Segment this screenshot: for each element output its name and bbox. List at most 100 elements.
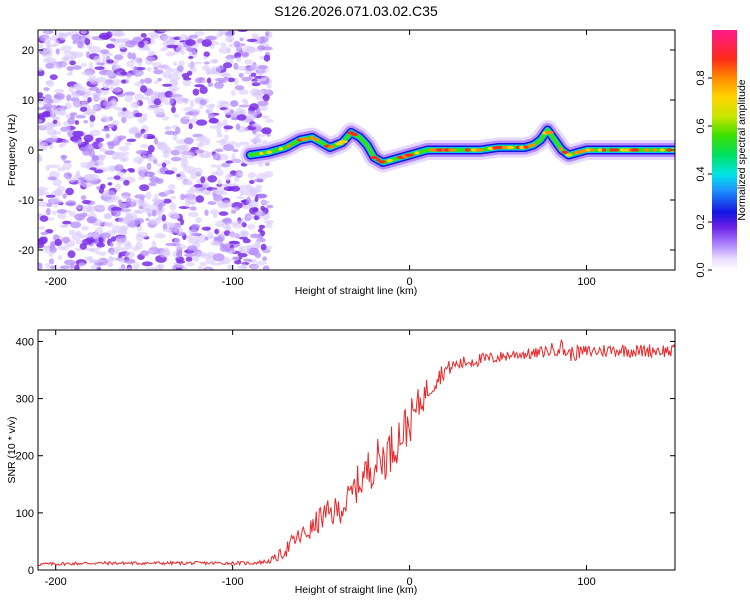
noise-blob: [250, 64, 259, 72]
noise-blob: [244, 59, 253, 65]
noise-blob: [62, 139, 69, 144]
noise-blob: [190, 173, 198, 180]
noise-blob: [224, 174, 232, 181]
noise-blob: [235, 123, 241, 130]
noise-blob: [135, 241, 143, 250]
noise-blob: [255, 96, 264, 101]
ridge-peak: [386, 159, 393, 163]
noise-blob: [140, 33, 147, 38]
noise-blob: [90, 264, 100, 270]
noise-blob: [144, 56, 156, 62]
ridge-peak: [404, 153, 415, 157]
noise-blob: [263, 54, 271, 62]
noise-blob: [93, 169, 104, 174]
noise-blob: [89, 86, 100, 91]
noise-blob: [153, 80, 159, 84]
noise-blob: [258, 228, 263, 233]
noise-blob: [162, 223, 168, 230]
noise-blob: [43, 103, 53, 110]
noise-blob: [198, 265, 204, 270]
noise-blob: [247, 172, 256, 179]
noise-blob: [176, 244, 187, 250]
noise-blob: [169, 202, 177, 211]
noise-blob: [228, 240, 240, 245]
noise-blob: [185, 39, 196, 46]
x-tick-label: -200: [45, 276, 67, 288]
noise-blob: [39, 215, 49, 222]
noise-blob: [174, 145, 185, 151]
noise-blob: [160, 47, 166, 52]
noise-blob: [46, 44, 51, 53]
noise-blob: [220, 42, 227, 48]
noise-blob: [172, 133, 178, 141]
noise-blob: [38, 67, 44, 72]
ridge-peak: [338, 140, 348, 144]
noise-blob: [158, 251, 171, 258]
noise-blob: [46, 202, 53, 208]
noise-blob: [228, 231, 239, 238]
noise-blob: [161, 214, 167, 222]
y-tick-label: 10: [22, 95, 34, 107]
noise-blob: [134, 93, 145, 102]
noise-blob: [49, 111, 55, 117]
noise-blob: [260, 76, 266, 82]
colorbar-tick-label: 0.0: [695, 262, 707, 277]
noise-blob: [80, 195, 87, 201]
noise-blob: [124, 141, 132, 146]
noise-blob: [250, 265, 260, 269]
colorbar-label: Normalized spectral amplitude: [736, 79, 748, 220]
noise-blob: [173, 113, 180, 118]
noise-blob: [164, 130, 176, 135]
noise-blob: [68, 229, 76, 236]
snr-series-line: [38, 339, 675, 567]
noise-blob: [154, 137, 158, 145]
colorbar: 0.0 0.2 0.4 0.6 0.8 Normalized spectral ampl…: [695, 30, 748, 278]
noise-blob: [210, 164, 217, 168]
noise-blob: [75, 230, 82, 236]
noise-blob: [174, 237, 181, 245]
ridge-peak: [565, 153, 573, 157]
noise-blob: [175, 267, 182, 270]
noise-blob: [216, 127, 222, 135]
noise-blob: [144, 96, 150, 101]
noise-blob: [192, 113, 198, 118]
ridge-peak: [558, 147, 564, 151]
noise-blob: [225, 35, 235, 43]
noise-blob: [66, 66, 74, 71]
noise-blob: [164, 189, 171, 196]
noise-blob: [166, 44, 178, 49]
noise-blob: [131, 52, 136, 60]
noise-blob: [112, 87, 123, 93]
noise-blob: [100, 183, 106, 189]
noise-blob: [205, 35, 218, 41]
ridge-peak: [309, 136, 314, 140]
noise-blob: [120, 225, 129, 231]
noise-blob: [260, 243, 267, 251]
noise-blob: [125, 267, 134, 270]
ridge-peak: [659, 148, 665, 152]
noise-blob: [194, 149, 205, 154]
noise-blob: [251, 82, 261, 87]
noise-blob: [91, 259, 104, 263]
noise-blob: [162, 116, 170, 121]
noise-blob: [265, 119, 274, 123]
noise-blob: [138, 169, 150, 178]
noise-blob: [170, 149, 180, 156]
noise-blob: [199, 105, 204, 109]
noise-blob: [77, 40, 84, 49]
noise-blob: [192, 88, 200, 96]
noise-blob: [83, 120, 88, 124]
noise-blob: [133, 66, 138, 74]
ridge-peak: [561, 150, 569, 154]
noise-blob: [241, 98, 248, 103]
noise-blob: [188, 170, 195, 175]
noise-blob: [74, 213, 86, 221]
noise-blob: [153, 159, 158, 165]
ridge-peak: [266, 150, 272, 154]
noise-blob: [116, 171, 126, 176]
noise-blob: [230, 207, 238, 211]
noise-blob: [262, 265, 270, 270]
noise-blob: [89, 119, 95, 128]
noise-blob: [174, 95, 185, 102]
ridge-peak: [527, 144, 533, 148]
